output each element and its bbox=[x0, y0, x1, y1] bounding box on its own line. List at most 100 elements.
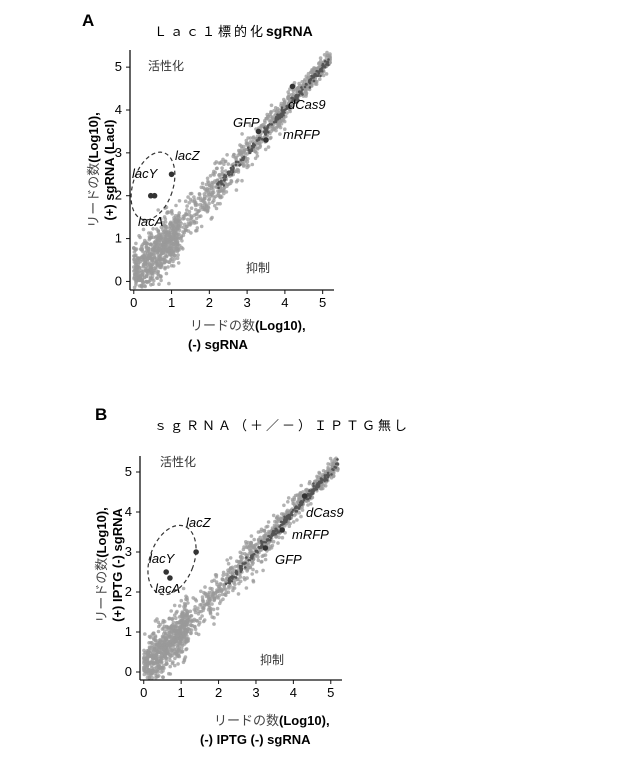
scatter-point bbox=[227, 162, 231, 166]
scatter-point bbox=[271, 128, 275, 132]
x-tick-label: 3 bbox=[243, 295, 250, 310]
x-tick-label: 1 bbox=[168, 295, 175, 310]
scatter-point bbox=[251, 556, 254, 559]
scatter-point bbox=[161, 627, 165, 631]
scatter-point bbox=[238, 143, 242, 147]
scatter-point bbox=[237, 592, 241, 596]
data-cloud bbox=[142, 457, 340, 680]
scatter-point bbox=[152, 257, 156, 261]
scatter-point bbox=[168, 665, 172, 669]
scatter-point bbox=[158, 266, 162, 270]
scatter-point bbox=[174, 219, 178, 223]
scatter-point bbox=[203, 618, 207, 622]
scatter-point bbox=[311, 69, 315, 73]
gene-point-mrfp bbox=[279, 527, 285, 533]
scatter-point bbox=[134, 273, 138, 277]
y-axis-label-line1: リードの数(Log10), bbox=[86, 112, 102, 228]
scatter-point bbox=[167, 653, 171, 657]
scatter-point bbox=[167, 260, 171, 264]
scatter-point bbox=[157, 630, 161, 634]
scatter-point bbox=[216, 607, 220, 611]
scatter-point bbox=[202, 607, 206, 611]
scatter-point bbox=[318, 77, 322, 81]
scatter-point bbox=[240, 147, 244, 151]
x-tick-label: 4 bbox=[290, 685, 297, 700]
scatter-point bbox=[178, 199, 182, 203]
scatter-point bbox=[234, 565, 238, 569]
scatter-point bbox=[267, 530, 271, 534]
scatter-point bbox=[221, 189, 225, 193]
scatter-point bbox=[181, 611, 185, 615]
scatter-point bbox=[254, 157, 258, 161]
scatter-point bbox=[187, 201, 191, 205]
scatter-point bbox=[207, 202, 211, 206]
scatter-point bbox=[335, 466, 338, 469]
gene-point-lacz bbox=[193, 549, 199, 555]
scatter-point bbox=[292, 502, 296, 506]
scatter-point bbox=[301, 93, 304, 96]
scatter-point bbox=[220, 180, 223, 183]
scatter-point bbox=[165, 628, 169, 632]
scatter-point bbox=[159, 275, 163, 279]
scatter-point bbox=[172, 629, 176, 633]
scatter-point bbox=[336, 462, 339, 465]
scatter-point bbox=[180, 246, 184, 250]
scatter-point bbox=[294, 494, 298, 498]
gene-label-dcas9: dCas9 bbox=[288, 97, 326, 112]
scatter-point bbox=[158, 244, 162, 248]
scatter-point bbox=[171, 642, 175, 646]
scatter-point bbox=[274, 106, 278, 110]
scatter-point bbox=[172, 230, 176, 234]
scatter-point bbox=[321, 70, 324, 73]
y-tick-label: 2 bbox=[125, 584, 132, 599]
y-tick-label: 5 bbox=[125, 464, 132, 479]
scatter-point bbox=[336, 458, 339, 461]
scatter-point bbox=[305, 488, 309, 492]
scatter-point bbox=[300, 500, 303, 503]
scatter-point bbox=[139, 275, 143, 279]
scatter-point bbox=[226, 183, 230, 187]
scatter-point bbox=[327, 474, 330, 477]
y-tick-label: 0 bbox=[125, 664, 132, 679]
scatter-point bbox=[195, 599, 199, 603]
scatter-point bbox=[167, 672, 171, 676]
scatter-point bbox=[282, 114, 285, 117]
scatter-point bbox=[286, 500, 290, 504]
scatter-point bbox=[245, 586, 249, 590]
scatter-point bbox=[178, 625, 182, 629]
scatter-point bbox=[249, 541, 253, 545]
scatter-point bbox=[269, 539, 272, 542]
scatter-point bbox=[295, 518, 299, 522]
scatter-point bbox=[138, 266, 142, 270]
scatter-point bbox=[173, 613, 177, 617]
scatter-point bbox=[266, 525, 270, 529]
scatter-point bbox=[308, 489, 311, 492]
scatter-point bbox=[216, 595, 220, 599]
scatter-point bbox=[290, 513, 293, 516]
scatter-point bbox=[193, 214, 197, 218]
scatter-point bbox=[154, 639, 158, 643]
scatter-point bbox=[212, 599, 216, 603]
scatter-point bbox=[221, 593, 225, 597]
scatter-point bbox=[280, 115, 283, 118]
scatter-point bbox=[309, 86, 312, 89]
scatter-point bbox=[173, 604, 177, 608]
scatter-point bbox=[213, 162, 217, 166]
scatter-point bbox=[249, 136, 253, 140]
scatter-point bbox=[218, 582, 222, 586]
y-axis-label-en: (Log10), bbox=[86, 112, 101, 163]
gene-point-laca bbox=[167, 575, 173, 581]
scatter-point bbox=[245, 556, 248, 559]
scatter-point bbox=[156, 237, 160, 241]
scatter-point bbox=[134, 242, 138, 246]
activation-label: 活性化 bbox=[160, 455, 196, 469]
scatter-point bbox=[289, 518, 292, 521]
scatter-point bbox=[315, 70, 318, 73]
scatter-point bbox=[172, 264, 176, 268]
scatter-point bbox=[239, 163, 242, 166]
scatter-point bbox=[155, 669, 159, 673]
scatter-point bbox=[242, 545, 246, 549]
scatter-point bbox=[244, 540, 248, 544]
scatter-point bbox=[249, 152, 252, 155]
scatter-point bbox=[293, 498, 297, 502]
